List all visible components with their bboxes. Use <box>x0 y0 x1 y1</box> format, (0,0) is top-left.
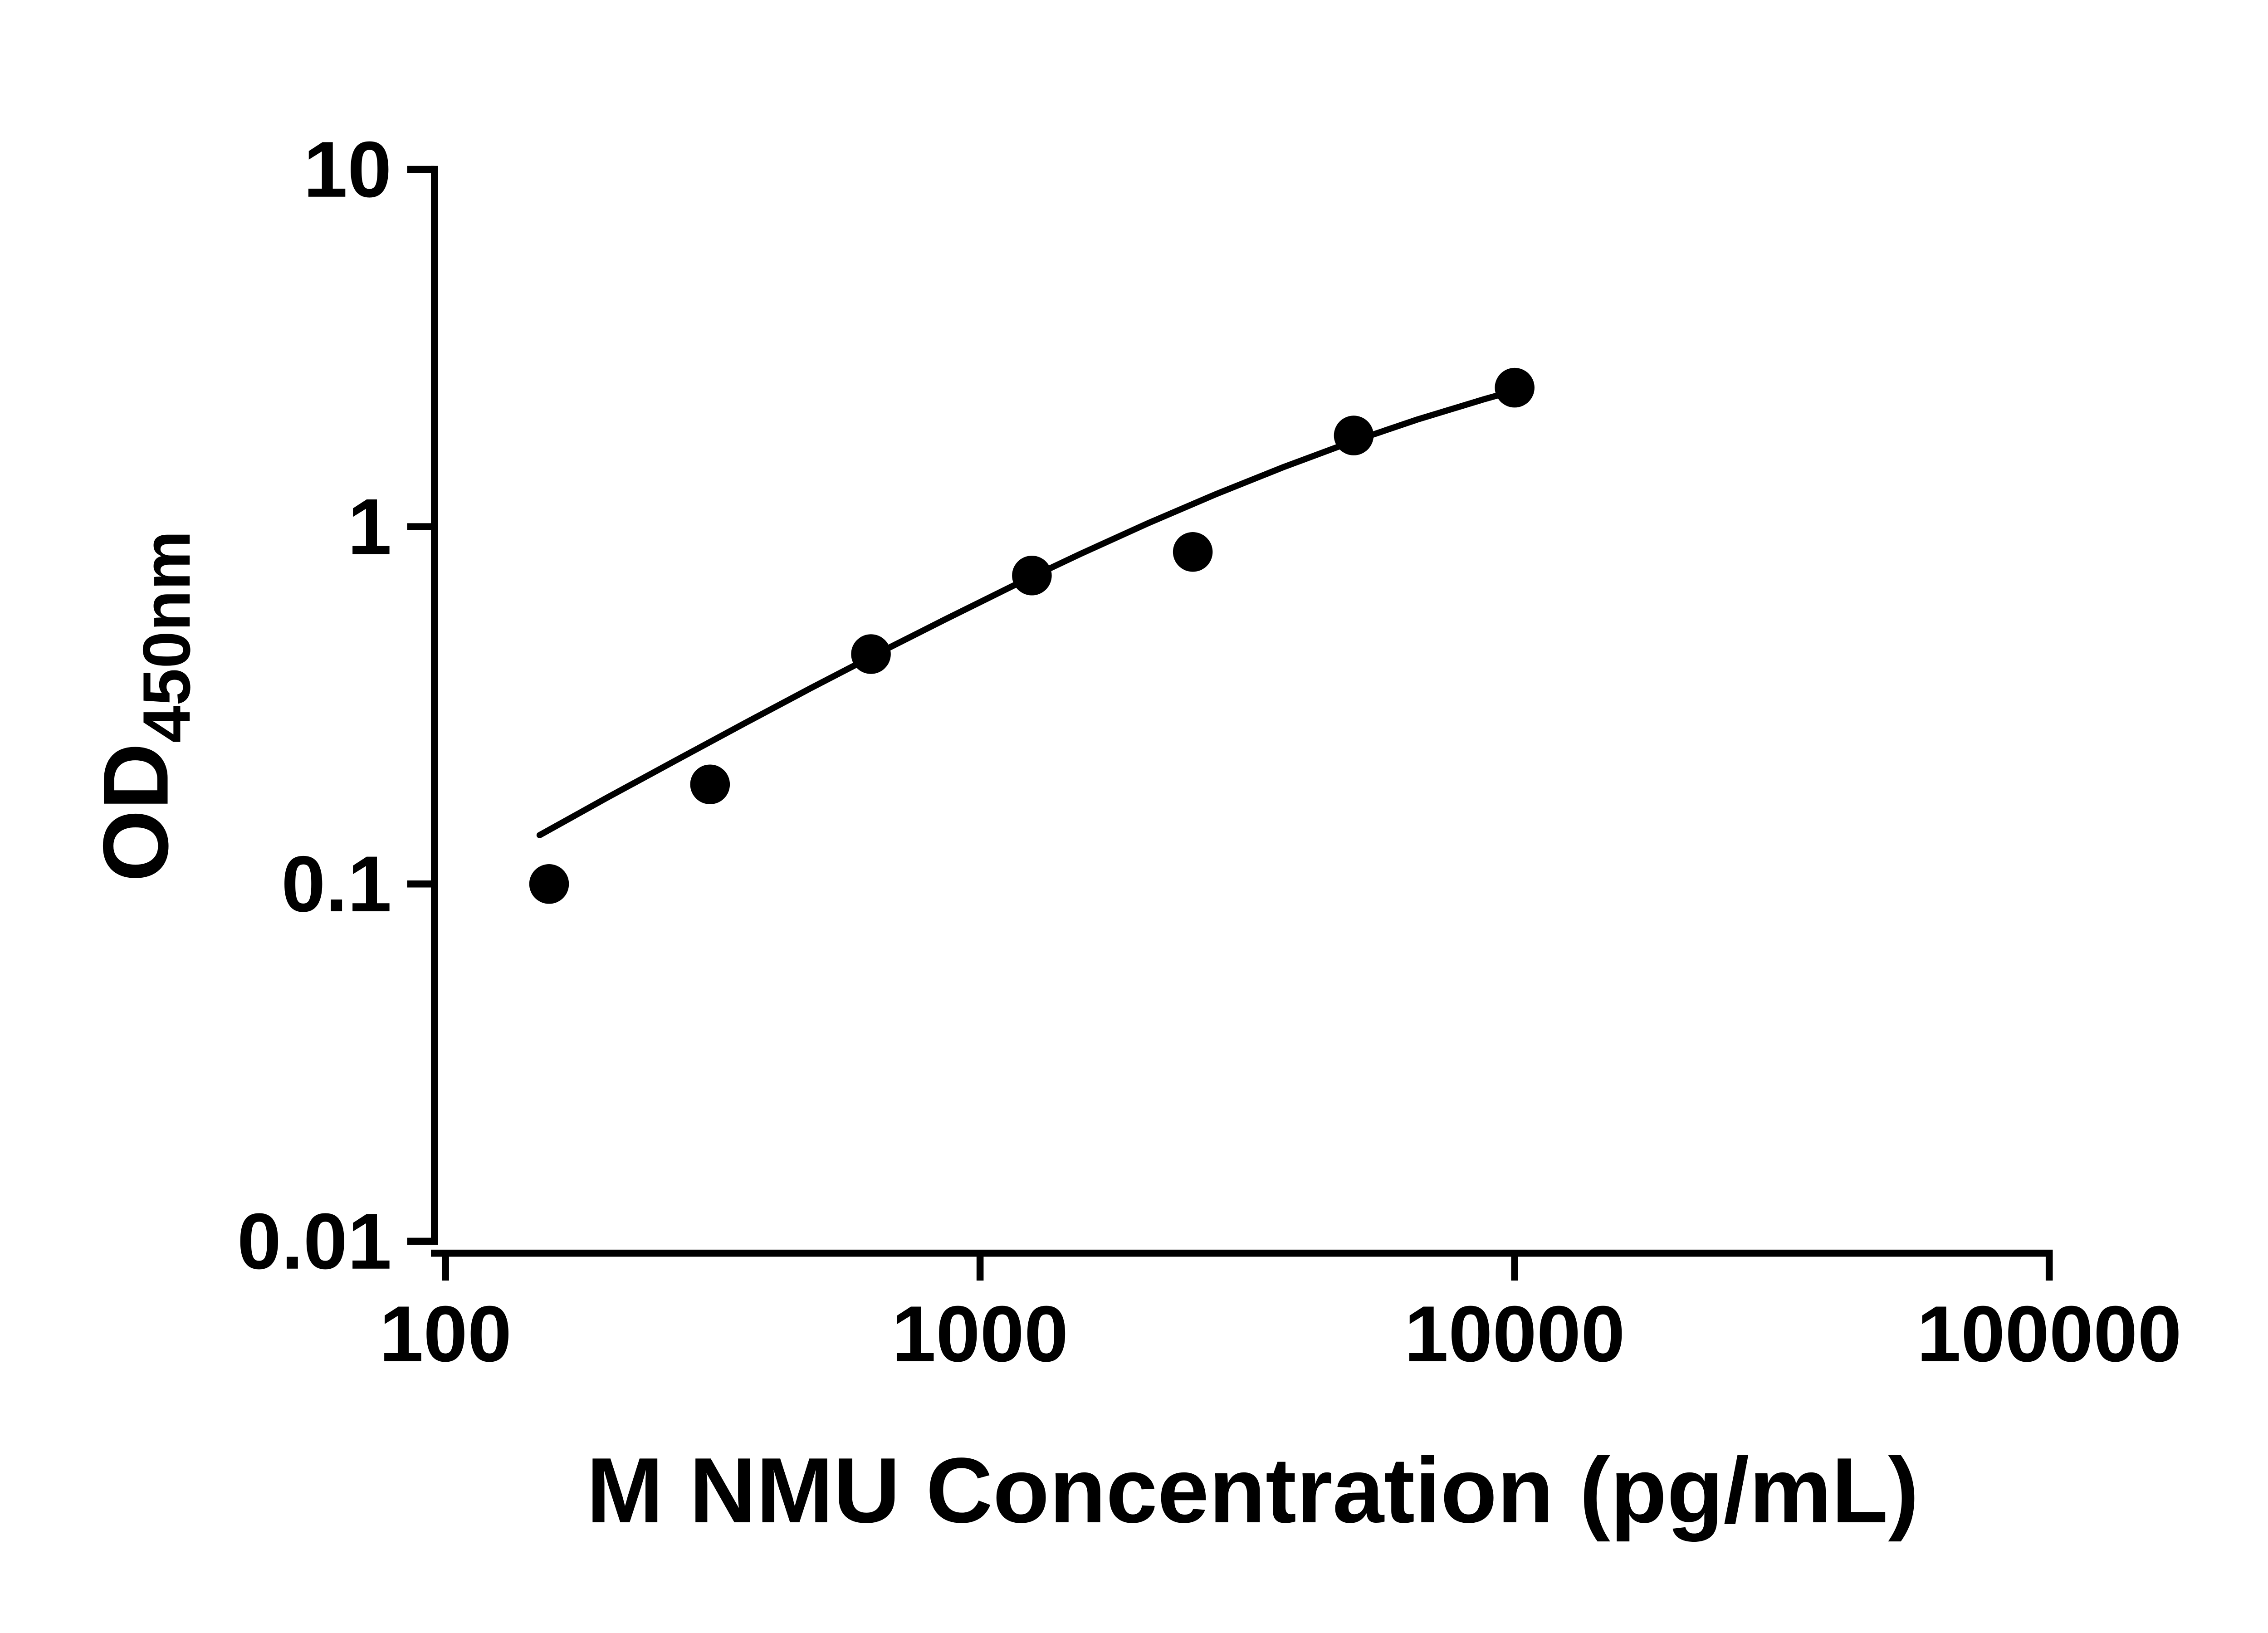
x-tick-label: 1000 <box>892 1290 1068 1379</box>
y-tick-label: 0.01 <box>237 1198 392 1286</box>
data-point <box>851 634 891 674</box>
data-point <box>1334 416 1374 455</box>
y-tick-label: 1 <box>347 483 391 571</box>
data-point <box>1173 532 1213 572</box>
fit-curve-line <box>536 387 1518 838</box>
y-axis-title-main: OD <box>84 743 188 882</box>
x-tick-label: 10000 <box>1404 1290 1625 1379</box>
data-point <box>529 864 569 904</box>
y-axis-title: OD450nm <box>84 531 205 882</box>
y-tick-label: 0.1 <box>281 840 391 929</box>
y-tick-label: 10 <box>303 126 392 214</box>
data-point <box>1012 556 1052 596</box>
x-tick-label: 100000 <box>1917 1290 2182 1379</box>
x-tick-label: 100 <box>379 1290 512 1379</box>
data-point <box>690 764 730 804</box>
y-axis-title-subscript: 450nm <box>129 531 204 743</box>
data-point <box>1495 367 1535 408</box>
x-axis-title: M NMU Concentration (pg/mL) <box>587 1439 1919 1542</box>
